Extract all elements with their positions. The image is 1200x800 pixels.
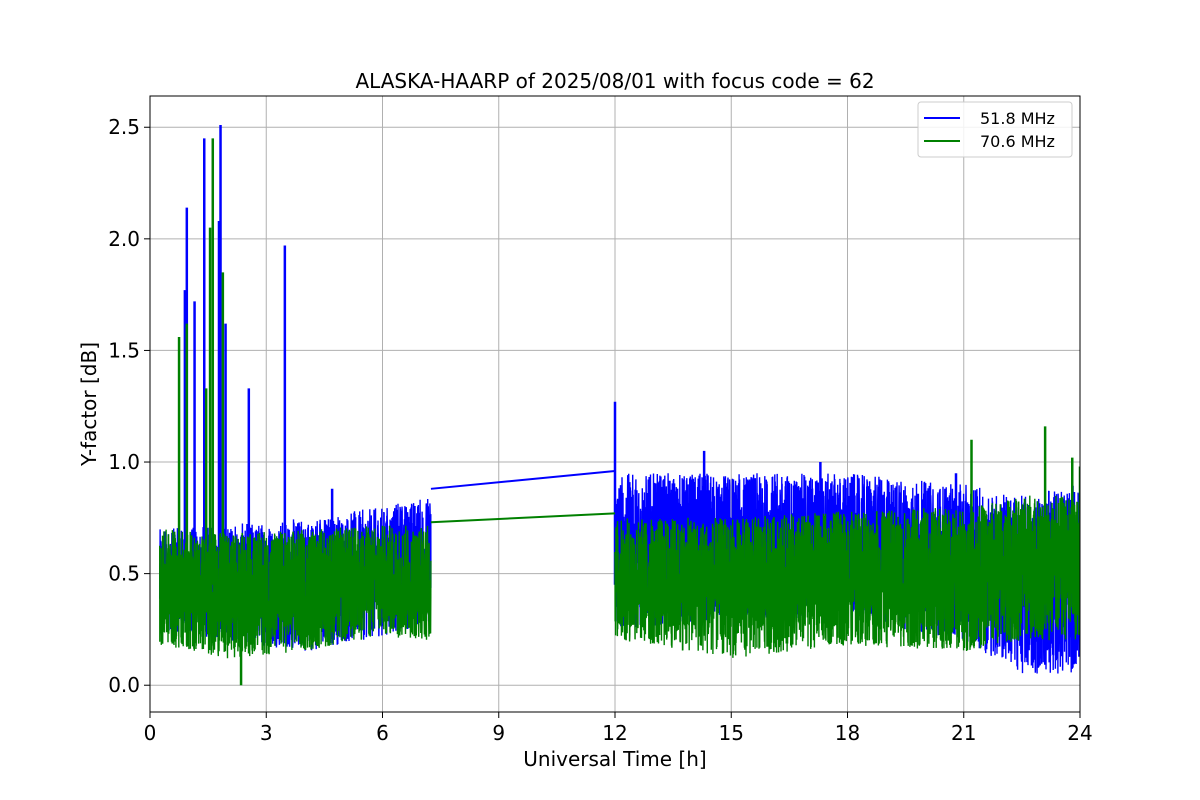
y-tick-label: 1.5 <box>108 338 140 362</box>
gap-line <box>430 512 616 524</box>
x-tick-label: 0 <box>144 721 157 745</box>
chart-title: ALASKA-HAARP of 2025/08/01 with focus co… <box>355 69 874 93</box>
y-axis-title: Y-factor [dB] <box>77 342 101 467</box>
x-tick-label: 12 <box>602 721 627 745</box>
x-tick-label: 18 <box>835 721 860 745</box>
series-70-6-MHz <box>159 138 1080 686</box>
legend-label-70-6: 70.6 MHz <box>980 132 1055 151</box>
series-line <box>159 495 1080 659</box>
x-tick-label: 24 <box>1067 721 1092 745</box>
x-tick-label: 3 <box>260 721 273 745</box>
y-tick-label: 0.0 <box>108 673 140 697</box>
x-axis-title: Universal Time [h] <box>523 747 706 771</box>
y-tick-label: 2.5 <box>108 115 140 139</box>
x-tick-label: 21 <box>951 721 976 745</box>
plot-area <box>159 125 1080 686</box>
x-tick-label: 9 <box>492 721 505 745</box>
legend-label-51-8: 51.8 MHz <box>980 109 1055 128</box>
x-axis: 0 3 6 9 12 15 18 21 24 <box>144 712 1093 745</box>
legend: 51.8 MHz 70.6 MHz <box>917 101 1073 158</box>
legend-frame <box>917 101 1073 158</box>
x-tick-label: 6 <box>376 721 389 745</box>
x-tick-label: 15 <box>719 721 744 745</box>
gap-line <box>430 469 616 490</box>
y-tick-label: 2.0 <box>108 227 140 251</box>
y-axis: 0.0 0.5 1.0 1.5 2.0 2.5 <box>108 115 150 697</box>
y-tick-label: 0.5 <box>108 562 140 586</box>
y-tick-label: 1.0 <box>108 450 140 474</box>
